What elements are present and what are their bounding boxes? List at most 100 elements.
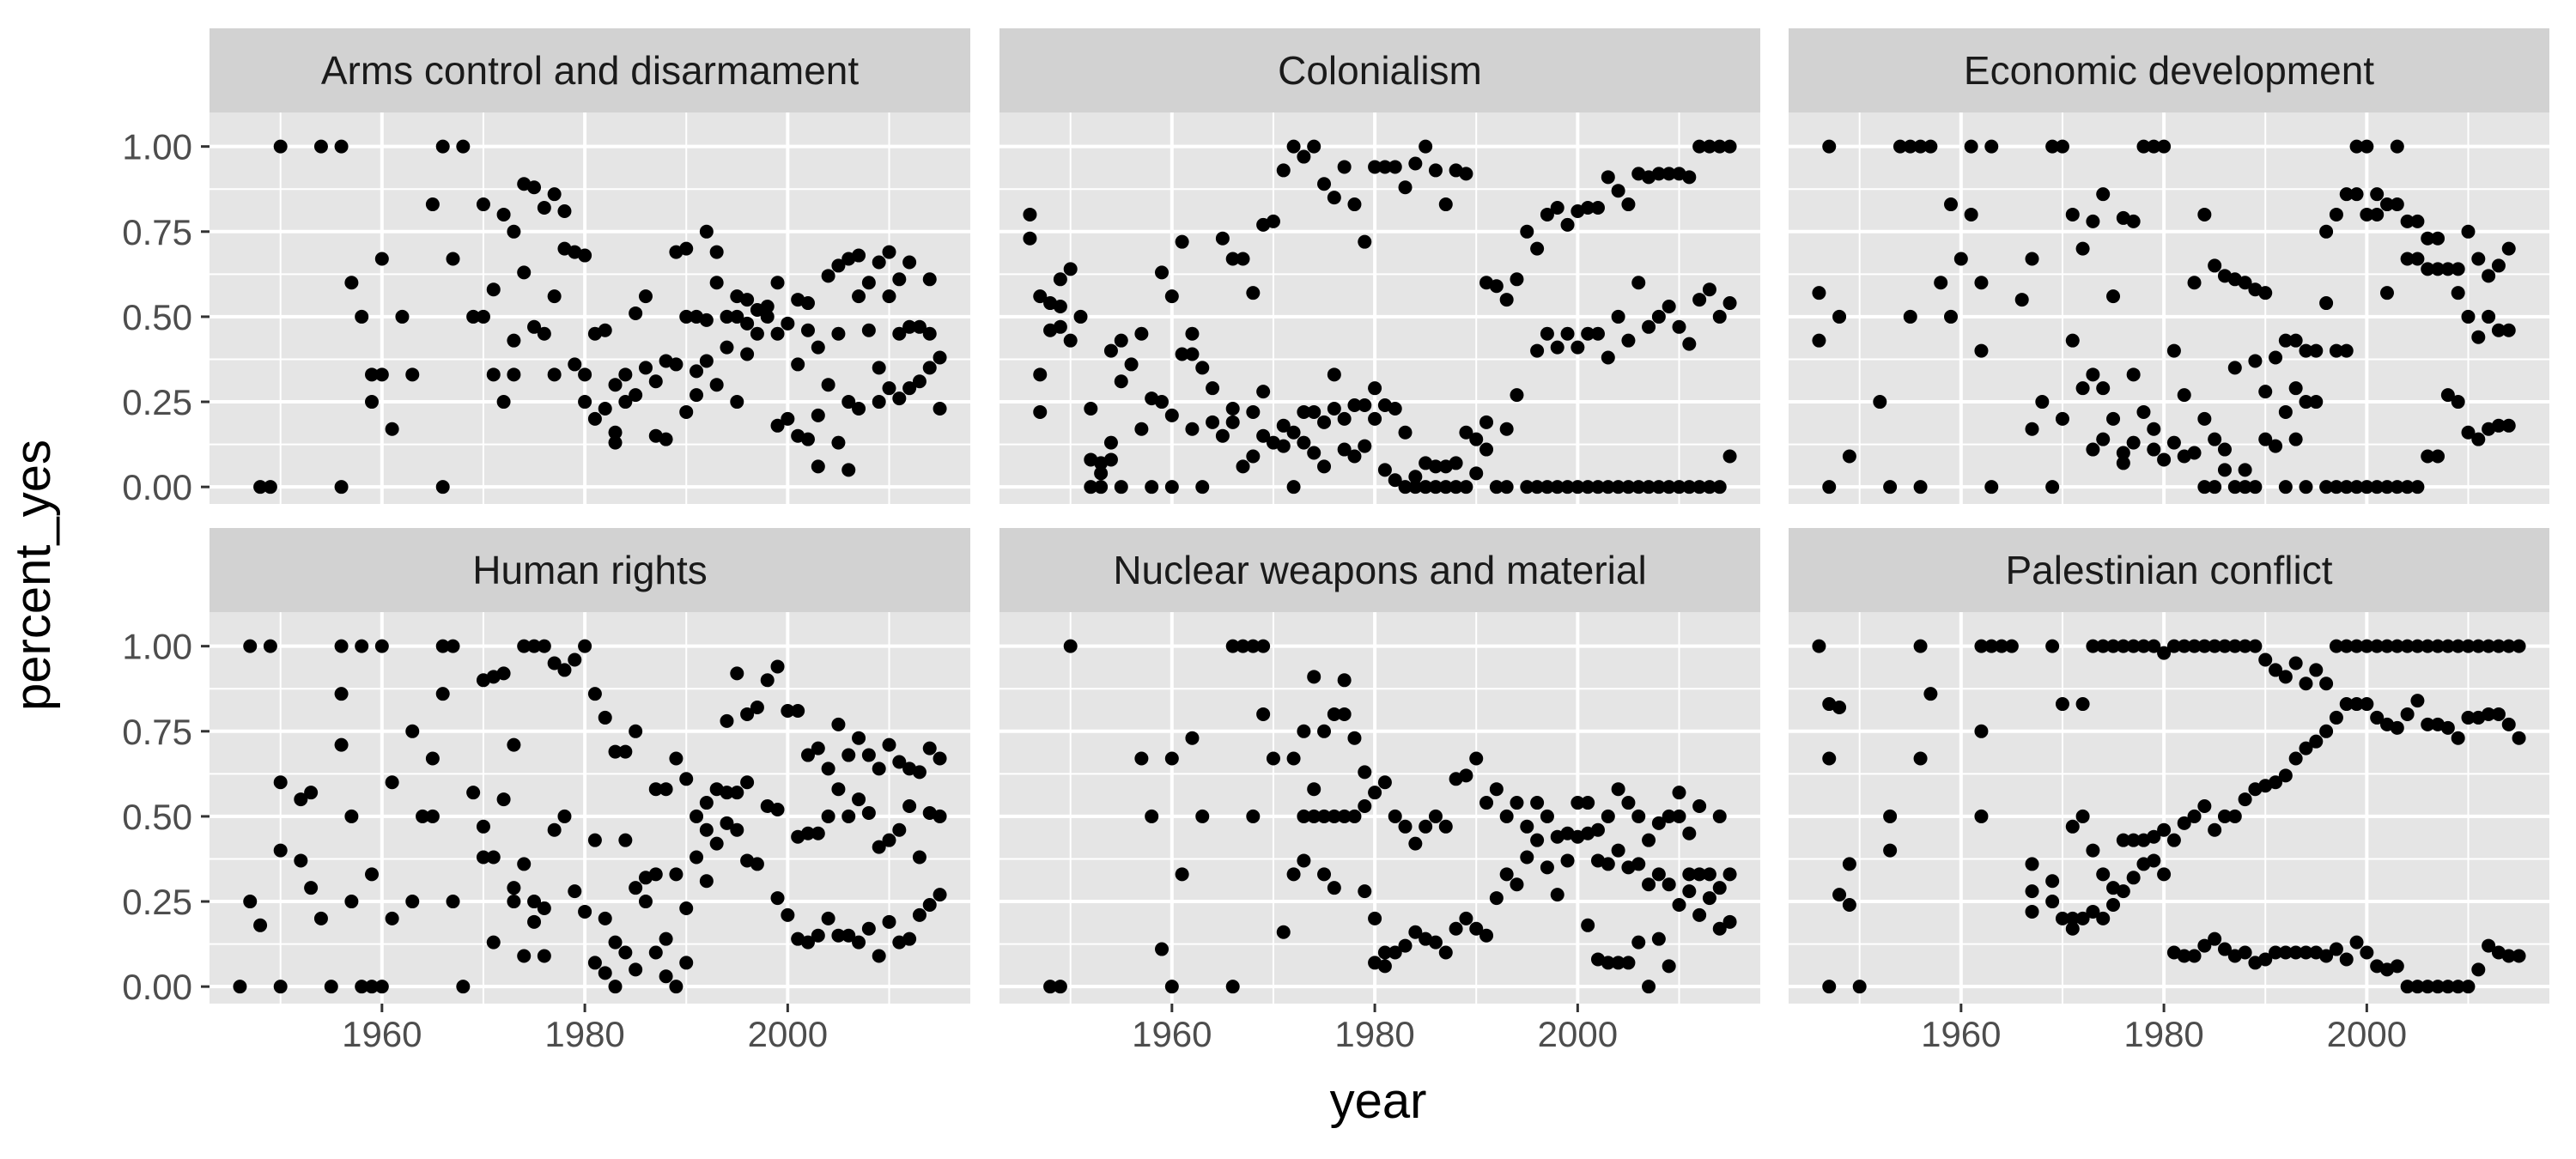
data-point [608,935,623,950]
data-point [1651,309,1666,324]
data-point [1134,326,1149,341]
data-point [852,248,866,263]
data-point [2086,367,2100,382]
data-point [882,833,896,847]
data-point [2431,639,2445,653]
data-point [1662,959,1676,974]
data-point [344,276,359,290]
data-point [253,918,268,932]
data-point [1611,782,1625,797]
data-point [861,805,876,820]
data-point [831,782,846,797]
data-point [1327,881,1341,895]
data-point [1712,309,1727,324]
data-point [2096,432,2111,446]
data-point [730,786,744,800]
data-point [405,724,420,738]
data-point [1428,935,1443,950]
data-point [2491,323,2506,337]
data-point [405,367,420,382]
data-point [557,809,572,823]
data-point [1307,446,1321,460]
data-point [1621,796,1636,810]
data-point [2269,663,2283,677]
data-point [2461,309,2476,324]
data-point [263,639,277,653]
data-point [1408,470,1423,484]
data-point [2147,853,2161,868]
data-point [527,914,542,929]
data-point [598,401,612,416]
y-tick-label: 1.00 [122,127,192,167]
data-point [740,347,755,361]
data-point [1388,809,1402,823]
data-point [781,411,795,426]
data-point [1682,337,1697,351]
data-point [781,316,795,331]
data-point [1358,398,1372,413]
data-point [1428,459,1443,474]
data-point [1073,309,1088,324]
data-point [1206,415,1220,429]
data-point [1662,480,1676,495]
facet-title: Economic development [1964,48,2374,93]
data-point [466,309,481,324]
data-point [861,276,876,290]
data-point [2208,432,2222,446]
data-point [1712,881,1727,895]
data-point [324,980,338,994]
data-point [669,867,683,882]
facet-title: Nuclear weapons and material [1113,548,1646,592]
data-point [1337,442,1352,457]
data-point [933,401,947,416]
y-axis-layer: 0.00 0.25 0.50 0.75 1.00 0.00 0.25 0.50 0.75 1.00 [122,127,210,1007]
data-point [629,306,643,320]
data-point [395,309,410,324]
data-point [1692,480,1707,495]
data-point [1611,184,1625,198]
data-point [527,639,542,653]
data-point [2319,949,2334,963]
data-point [720,340,734,355]
data-point [1974,276,1989,290]
data-point [699,224,714,239]
data-point [2451,286,2465,300]
data-point [2238,480,2252,495]
data-point [2227,361,2242,375]
data-point [2258,652,2273,667]
data-point [922,326,937,341]
data-point [537,901,551,915]
data-point [2177,949,2191,963]
data-point [1913,639,1928,653]
data-point [1642,877,1656,892]
data-point [2482,938,2496,953]
data-point [1530,343,1545,358]
data-point [1266,751,1280,766]
data-point [1053,980,1067,994]
data-point [385,422,399,436]
data-point [740,316,755,331]
x-tick-label: 1960 [1132,1014,1212,1054]
data-point [679,309,694,324]
data-point [2501,241,2516,256]
data-point [1063,333,1078,348]
data-point [2299,945,2313,960]
data-point [1832,309,1847,324]
data-point [922,741,937,755]
data-point [2147,829,2161,844]
data-point [821,378,835,392]
data-point [2299,741,2313,755]
data-point [659,969,673,984]
data-point [2248,480,2263,495]
data-point [1682,170,1697,185]
data-point [517,639,532,653]
data-point [1611,843,1625,858]
data-point [2370,480,2385,495]
data-point [243,895,258,909]
data-point [425,197,440,212]
x-axis-title: year [1330,1073,1427,1129]
data-point [1428,163,1443,178]
data-point [1307,404,1321,419]
data-point [2451,731,2465,745]
data-point [1479,796,1494,810]
